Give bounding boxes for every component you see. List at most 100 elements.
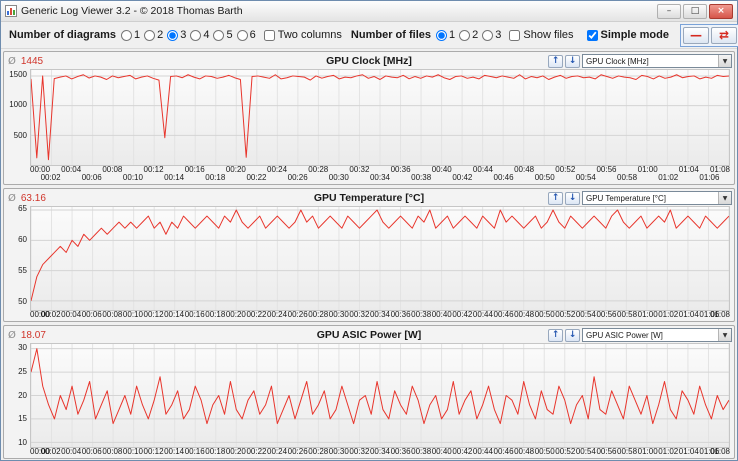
x-tick-label: 01:00: [638, 448, 658, 456]
x-tick-label: 00:14: [164, 174, 184, 182]
x-tick-label: 00:38: [411, 448, 431, 456]
x-tick-label: 00:40: [432, 166, 452, 174]
metric-up-button[interactable]: ↑: [548, 192, 563, 205]
x-tick-label: 00:02: [41, 311, 61, 319]
metric-down-button[interactable]: ↓: [565, 55, 580, 68]
x-tick-label: 00:36: [391, 311, 411, 319]
diagrams-radio-2[interactable]: [144, 30, 155, 41]
x-tick-label: 00:44: [473, 166, 493, 174]
refresh-button[interactable]: ⇄: [711, 27, 737, 44]
diagrams-radio-1[interactable]: [121, 30, 132, 41]
radio-label: 3: [495, 29, 501, 41]
files-option-2[interactable]: 2: [459, 29, 478, 41]
metric-up-button[interactable]: ↑: [548, 55, 563, 68]
radio-label: 3: [180, 29, 186, 41]
minimize-button[interactable]: –: [657, 4, 681, 19]
diagrams-option-1[interactable]: 1: [121, 29, 140, 41]
x-tick-label: 00:10: [123, 448, 143, 456]
diagrams-option-2[interactable]: 2: [144, 29, 163, 41]
x-tick-label: 00:26: [288, 174, 308, 182]
metric-down-button[interactable]: ↓: [565, 192, 580, 205]
radio-label: 2: [472, 29, 478, 41]
x-tick-label: 00:20: [226, 311, 246, 319]
x-tick-label: 00:06: [82, 311, 102, 319]
metric-up-button[interactable]: ↑: [548, 329, 563, 342]
diagrams-option-4[interactable]: 4: [190, 29, 209, 41]
simple-mode-checkbox[interactable]: [587, 30, 598, 41]
panel-header: Ø 18.07 GPU ASIC Power [W] ↑ ↓ GPU ASIC …: [6, 327, 732, 343]
metric-down-button[interactable]: ↓: [565, 329, 580, 342]
chart-panels: Ø 1445 GPU Clock [MHz] ↑ ↓ GPU Clock [MH…: [1, 49, 737, 461]
panel-header: Ø 63.16 GPU Temperature [°C] ↑ ↓ GPU Tem…: [6, 190, 732, 206]
files-option-1[interactable]: 1: [436, 29, 455, 41]
x-tick-label: 00:56: [596, 311, 616, 319]
x-tick-label: 00:22: [246, 311, 266, 319]
x-tick-label: 00:42: [452, 448, 472, 456]
maximize-button[interactable]: □: [683, 4, 707, 19]
y-tick-label: 65: [18, 205, 27, 213]
x-tick-label: 00:48: [514, 166, 534, 174]
files-radio-3[interactable]: [482, 30, 493, 41]
x-tick-label: 00:14: [164, 311, 184, 319]
two-columns-checkbox-item[interactable]: Two columns: [264, 29, 342, 41]
x-tick-label: 00:16: [185, 311, 205, 319]
files-radio-1[interactable]: [436, 30, 447, 41]
arrow-up-icon: ↑: [552, 194, 560, 203]
x-tick-label: 00:52: [555, 448, 575, 456]
x-tick-label: 01:08: [710, 448, 730, 456]
show-files-checkbox[interactable]: [509, 30, 520, 41]
two-columns-checkbox[interactable]: [264, 30, 275, 41]
x-tick-label: 00:28: [308, 311, 328, 319]
x-tick-label: 00:42: [452, 311, 472, 319]
x-tick-label: 00:10: [123, 174, 143, 182]
arrow-down-icon: ↓: [569, 57, 577, 66]
simple-mode-checkbox-item[interactable]: Simple mode: [587, 29, 669, 41]
line-style-button[interactable]: —: [683, 27, 709, 44]
average-value: 18.07: [21, 330, 46, 341]
y-tick-label: 500: [14, 132, 27, 140]
x-tick-label: 00:10: [123, 311, 143, 319]
refresh-icon: ⇄: [719, 29, 729, 41]
toolbar: Number of diagrams 1 2 3 4 5 6 Two colum…: [1, 22, 737, 49]
x-tick-label: 00:54: [576, 311, 596, 319]
diagrams-option-3[interactable]: 3: [167, 29, 186, 41]
chevron-down-icon: ▼: [718, 55, 731, 67]
diagrams-radio-6[interactable]: [237, 30, 248, 41]
y-axis-labels: 50556065: [6, 206, 30, 311]
x-tick-label: 00:56: [596, 166, 616, 174]
x-tick-label: 00:20: [226, 448, 246, 456]
x-tick-label: 00:26: [288, 311, 308, 319]
diagrams-radio-3[interactable]: [167, 30, 178, 41]
x-tick-label: 00:06: [82, 174, 102, 182]
titlebar: Generic Log Viewer 3.2 - © 2018 Thomas B…: [1, 1, 737, 22]
x-tick-label: 00:50: [535, 174, 555, 182]
average-value: 63.16: [21, 193, 46, 204]
diagrams-option-6[interactable]: 6: [237, 29, 256, 41]
diagrams-option-5[interactable]: 5: [213, 29, 232, 41]
show-files-checkbox-item[interactable]: Show files: [509, 29, 573, 41]
files-radio-2[interactable]: [459, 30, 470, 41]
x-tick-label: 00:08: [102, 166, 122, 174]
x-tick-label: 00:30: [329, 448, 349, 456]
x-tick-label: 01:00: [638, 166, 658, 174]
y-tick-label: 50: [18, 298, 27, 306]
diagrams-radio-5[interactable]: [213, 30, 224, 41]
y-tick-label: 1000: [9, 101, 27, 109]
radio-label: 4: [203, 29, 209, 41]
metric-dropdown[interactable]: GPU Temperature [°C]▼: [582, 191, 732, 205]
panel-header: Ø 1445 GPU Clock [MHz] ↑ ↓ GPU Clock [MH…: [6, 53, 732, 69]
diagrams-radio-4[interactable]: [190, 30, 201, 41]
x-tick-label: 00:18: [205, 311, 225, 319]
line-chart: [31, 207, 729, 310]
close-button[interactable]: ×: [709, 4, 733, 19]
app-icon: [5, 5, 17, 17]
x-tick-label: 00:38: [411, 311, 431, 319]
x-tick-label: 00:30: [329, 174, 349, 182]
y-tick-label: 15: [18, 415, 27, 423]
metric-dropdown[interactable]: GPU ASIC Power [W]▼: [582, 328, 732, 342]
x-tick-label: 00:24: [267, 448, 287, 456]
metric-dropdown[interactable]: GPU Clock [MHz]▼: [582, 54, 732, 68]
files-option-3[interactable]: 3: [482, 29, 501, 41]
x-tick-label: 00:16: [185, 166, 205, 174]
x-axis-labels: 00:0000:0200:0400:0600:0800:1000:1200:14…: [6, 448, 732, 457]
